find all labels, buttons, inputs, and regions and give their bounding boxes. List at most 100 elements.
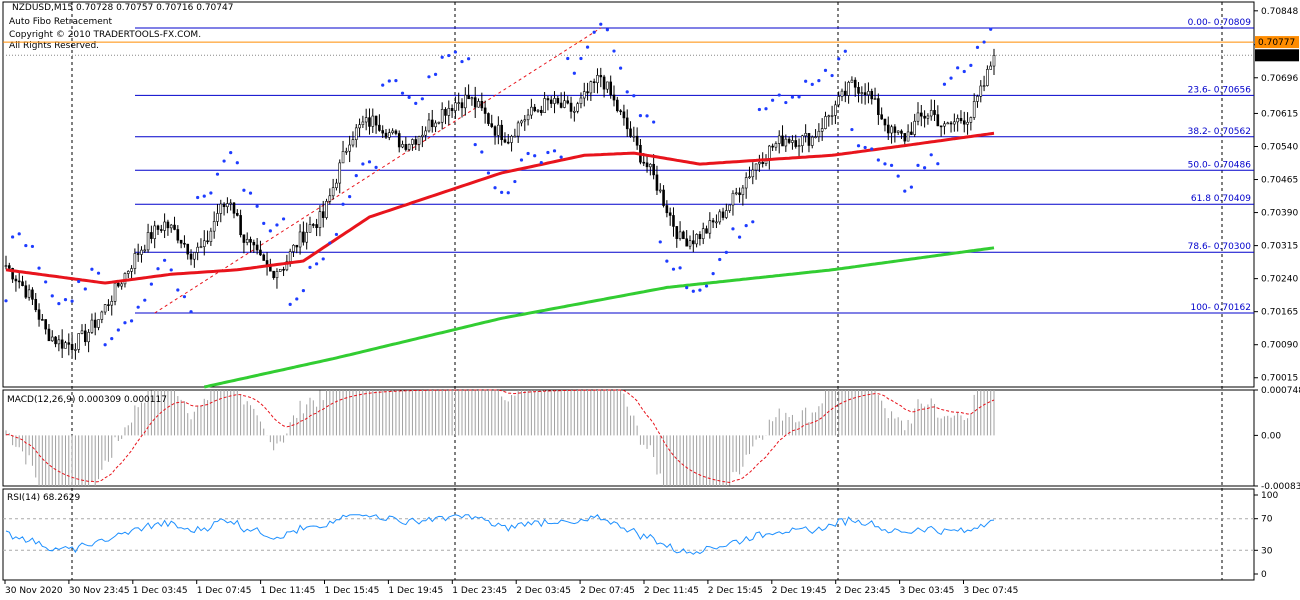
candle-body <box>890 126 893 134</box>
candle-body <box>245 238 249 243</box>
psar-dot <box>810 82 814 86</box>
candle-body <box>460 102 464 109</box>
candle-body <box>464 94 467 109</box>
psar-dot <box>308 265 312 269</box>
rsi-tick-label: 30 <box>1261 546 1273 556</box>
candle-body <box>609 81 612 96</box>
candle-body <box>447 108 451 116</box>
candle-body <box>90 319 94 333</box>
candle-body <box>103 304 107 313</box>
candle-body <box>302 231 305 243</box>
candle-body <box>67 342 71 345</box>
price-tick-label: 0.70090 <box>1261 341 1298 351</box>
candle-body <box>751 169 755 178</box>
fibo-level-label: 61.8 0.70409 <box>1191 194 1251 204</box>
candle-body <box>173 224 176 230</box>
psar-dot <box>724 250 728 254</box>
candle-body <box>368 117 371 127</box>
psar-dot <box>255 204 259 208</box>
psar-dot <box>830 73 834 78</box>
candle-body <box>8 265 11 269</box>
candle-body <box>14 278 18 282</box>
psar-dot <box>163 258 167 262</box>
candle-body <box>976 96 979 102</box>
candle-body <box>31 289 34 300</box>
candle-body <box>434 122 437 128</box>
psar-dot <box>156 267 160 271</box>
candle-body <box>649 163 652 168</box>
candle-body <box>886 124 890 134</box>
candle-body <box>64 342 67 349</box>
candle-body <box>688 240 692 247</box>
psar-dot <box>665 259 669 263</box>
time-tick-label: 1 Dec 07:45 <box>197 586 252 596</box>
psar-dot <box>936 162 940 166</box>
candle-body <box>787 138 791 143</box>
candle-body <box>391 130 394 133</box>
candle-body <box>113 282 117 302</box>
candle-body <box>933 110 936 115</box>
time-tick-label: 2 Dec 23:45 <box>836 586 891 596</box>
candle-body <box>920 112 923 117</box>
candle-body <box>768 145 771 161</box>
macd-signal-line <box>5 389 995 484</box>
price-tick-label: 0.70848 <box>1261 7 1298 17</box>
candle-body <box>850 79 854 83</box>
psar-dot <box>334 232 339 237</box>
psar-dot <box>202 194 206 198</box>
candle-body <box>698 234 702 240</box>
fibo-level-label: 78.6- 0.70300 <box>1188 242 1252 252</box>
candle-body <box>645 162 649 168</box>
candle-body <box>622 111 626 119</box>
psar-dot <box>764 107 768 111</box>
psar-dot <box>969 63 973 67</box>
candle-body <box>658 189 662 192</box>
time-tick-label: 1 Dec 15:45 <box>325 586 380 596</box>
psar-dot <box>652 120 656 124</box>
psar-dot <box>856 144 861 148</box>
candle-body <box>331 187 335 197</box>
candle-body <box>612 94 616 101</box>
candle-body <box>642 161 646 164</box>
candle-body <box>801 135 804 146</box>
candle-body <box>384 132 388 138</box>
fibo-level-label: 50.0- 0.70486 <box>1188 160 1252 170</box>
psar-dot <box>486 171 491 175</box>
candle-body <box>493 126 497 136</box>
candle-body <box>47 328 51 342</box>
rsi-title: RSI(14) 68.2629 <box>7 493 81 503</box>
candle-body <box>110 301 114 306</box>
candle-body <box>143 249 147 252</box>
candle-body <box>166 221 170 229</box>
psar-dot <box>189 310 193 314</box>
candle-body <box>616 99 619 112</box>
candle-body <box>857 86 860 94</box>
psar-dot <box>103 343 107 347</box>
candle-body <box>70 344 74 351</box>
psar-dot <box>744 224 748 228</box>
candle-body <box>820 128 824 132</box>
candle-body <box>226 203 229 208</box>
candle-body <box>199 246 203 248</box>
psar-dot <box>737 235 742 239</box>
time-tick-label: 1 Dec 11:45 <box>261 586 316 596</box>
candle-body <box>771 145 774 148</box>
psar-dot <box>757 107 761 112</box>
current-price-box <box>1255 49 1299 62</box>
time-tick-label: 2 Dec 11:45 <box>644 586 699 596</box>
candle-body <box>530 106 533 116</box>
candle-body <box>579 97 583 105</box>
candle-body <box>966 121 969 125</box>
psar-dot <box>559 155 563 159</box>
psar-dot <box>942 82 947 86</box>
psar-dot <box>493 186 497 190</box>
candle-body <box>364 117 368 123</box>
candle-body <box>814 136 817 138</box>
price-tick-label: 0.70165 <box>1261 308 1298 318</box>
candle-body <box>599 75 603 78</box>
candle-body <box>913 120 916 135</box>
candle-body <box>556 98 560 104</box>
time-tick-label: 1 Dec 23:45 <box>452 586 507 596</box>
candle-body <box>923 115 926 119</box>
